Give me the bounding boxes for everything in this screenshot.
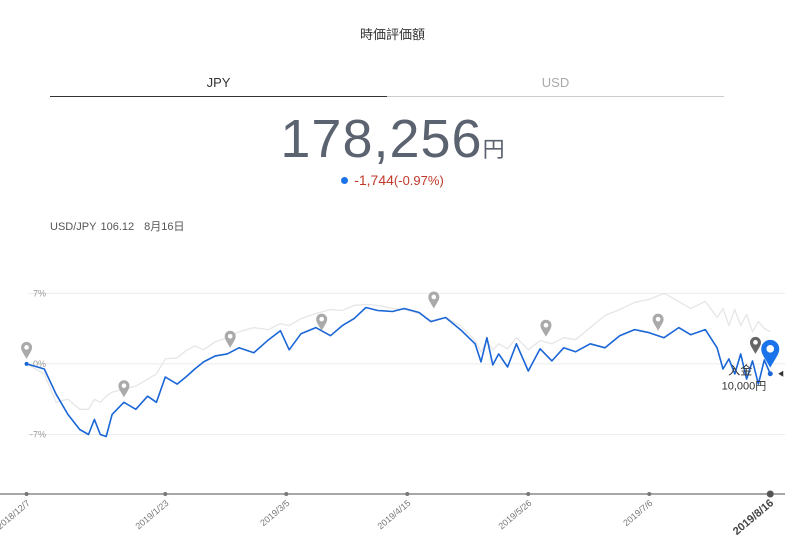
event-marker-icon-hole <box>319 316 324 322</box>
event-marker-icon <box>118 380 130 398</box>
market-value-unit: 円 <box>482 137 505 162</box>
x-tick-dot <box>163 492 168 496</box>
x-tick-label: 2019/4/15 <box>375 498 412 531</box>
event-marker-icon <box>21 341 33 359</box>
fx-rate: USD/JPY 106.12 8月16日 <box>50 218 194 234</box>
x-tick-dot <box>405 492 410 496</box>
tab-usd[interactable]: USD <box>387 72 724 97</box>
event-marker-icon <box>652 313 664 331</box>
current-point <box>767 371 773 377</box>
event-marker-icon <box>316 313 328 331</box>
market-value-amount: 178,256 <box>280 109 483 169</box>
event-marker-icon-hole <box>753 340 758 345</box>
chart-title: 時価評価額 <box>359 27 425 42</box>
event-marker-icon <box>224 330 236 348</box>
y-tick-label: 0% <box>33 359 46 369</box>
tab-jpy[interactable]: JPY <box>50 72 387 97</box>
event-marker-icon <box>428 291 440 309</box>
x-tick-label: 2019/1/23 <box>133 498 170 531</box>
deposit-label: 入金 <box>728 363 752 378</box>
event-marker-icon-hole <box>431 294 437 300</box>
deposit-amount: 10,000円 <box>722 381 767 393</box>
x-tick-dot <box>647 492 652 496</box>
fx-date: 8月16日 <box>144 221 185 233</box>
x-tick-label: 2018/12/7 <box>0 498 32 531</box>
benchmark-line <box>26 292 771 410</box>
y-tick-label: -7% <box>30 430 46 440</box>
y-tick-label: 7% <box>33 288 46 298</box>
x-tick-label: 2019/7/6 <box>621 498 654 528</box>
event-marker-icon-hole <box>655 316 661 322</box>
x-tick-dot <box>24 492 29 496</box>
start-point <box>24 361 29 366</box>
x-tick-label: 2019/3/5 <box>258 498 291 528</box>
change-percent: (-0.97%) <box>393 173 444 188</box>
current-location-icon <box>761 339 780 368</box>
event-marker-icon <box>749 336 761 354</box>
fx-pair: USD/JPY <box>50 221 97 233</box>
event-marker-icon <box>540 319 552 337</box>
x-tick-label: 2019/5/26 <box>496 498 533 531</box>
event-marker-icon-hole <box>24 345 29 350</box>
market-value: 178,256円 <box>0 108 785 170</box>
return-pointer-icon <box>778 370 784 377</box>
x-tick-dot <box>526 492 531 496</box>
portfolio-line <box>26 306 771 438</box>
currency-tabs: JPY USD <box>50 72 724 98</box>
x-tick-dot <box>766 490 774 498</box>
current-location-icon-hole <box>766 345 775 353</box>
x-tick-label: 2019/8/16 <box>731 497 776 538</box>
value-change: -1,744(-0.97%) <box>0 172 785 188</box>
event-marker-icon-hole <box>227 333 233 339</box>
fx-rate-value: 106.12 <box>100 221 135 233</box>
event-marker-icon-hole <box>543 322 549 328</box>
x-tick-dot <box>284 492 289 496</box>
change-amount: -1,744 <box>354 172 394 188</box>
change-dot-icon <box>341 176 349 184</box>
event-marker-icon-hole <box>121 383 127 389</box>
